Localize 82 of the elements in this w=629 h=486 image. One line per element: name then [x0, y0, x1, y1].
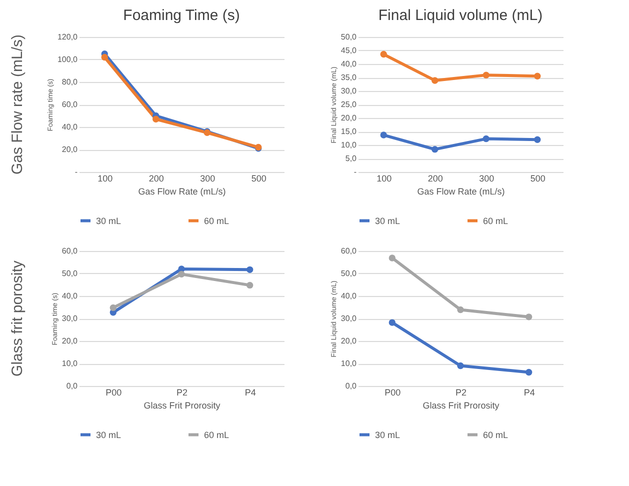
x-tick-label: P2	[455, 388, 467, 398]
y-tick-label: 35,0	[340, 73, 358, 82]
point	[534, 72, 541, 80]
point	[246, 266, 254, 274]
y-tick-label: 30,0	[340, 314, 358, 323]
y-tick-label: 100,0	[57, 55, 78, 64]
legend-label: 60 mL	[204, 430, 230, 440]
chart-title: Final Liquid volume (mL)	[378, 7, 543, 24]
point	[525, 314, 532, 320]
y-tick-label: 20,0	[340, 336, 358, 346]
y-tick-label: 20,0	[62, 336, 78, 346]
legend-label: 30 mL	[96, 216, 122, 226]
x-tick-label: 100	[376, 174, 392, 184]
y-tick-label: -	[354, 168, 357, 176]
x-tick-label: P2	[176, 388, 188, 398]
x-tick-label: 500	[251, 174, 266, 184]
point	[525, 368, 532, 376]
y-tick-label: 40,0	[62, 122, 78, 132]
y-tick-label: 40,0	[340, 60, 358, 68]
y-tick-label: 50,0	[62, 269, 78, 278]
x-tick-label: P00	[384, 388, 401, 398]
point	[110, 304, 117, 312]
x-tick-label: 500	[530, 174, 546, 184]
y-tick-label: 80,0	[62, 78, 78, 86]
point	[432, 77, 438, 84]
y-tick-label: 30,0	[340, 86, 358, 96]
y-tick-label: 5,0	[345, 154, 358, 163]
point	[388, 254, 396, 262]
x-axis-title: Gas Flow Rate (mL/s)	[138, 186, 226, 196]
text: Glass frit porosity	[9, 260, 26, 376]
legend-label: 30 mL	[96, 430, 122, 440]
text: Gas Flow rate (mL/s)	[9, 34, 26, 175]
point	[457, 306, 464, 314]
legend-label: 60 mL	[204, 216, 230, 226]
y-tick-label: 15,0	[340, 127, 358, 136]
x-axis-title: Glass Frit Prorosity	[422, 400, 500, 410]
x-tick-label: 300	[479, 174, 494, 184]
x-tick-label: P4	[244, 388, 256, 398]
y-tick-label: 40,0	[62, 292, 78, 300]
y-tick-label: 60,0	[62, 100, 78, 109]
y-tick-label: 40,0	[340, 292, 358, 300]
y-tick-label: 10,0	[62, 359, 78, 368]
point	[178, 270, 185, 278]
y-tick-label: 10,0	[340, 140, 358, 150]
x-tick-label: 200	[428, 174, 443, 184]
point	[101, 54, 108, 61]
point	[432, 146, 438, 153]
y-tick-label: 120,0	[57, 32, 78, 42]
point	[534, 136, 541, 143]
point	[482, 72, 490, 78]
x-tick-label: 200	[148, 174, 164, 184]
point	[457, 362, 464, 370]
x-axis-title: Glass Frit Prorosity	[144, 400, 221, 410]
x-tick-label: 100	[98, 174, 113, 184]
y-tick-label: 50,0	[340, 32, 358, 42]
point	[380, 50, 387, 58]
y-tick-label: 10,0	[340, 359, 358, 368]
y-tick-label: 50,0	[340, 269, 358, 278]
point	[482, 135, 490, 142]
y-tick-label: 30,0	[62, 314, 78, 323]
y-tick-label: -	[74, 168, 78, 176]
y-tick-label: 60,0	[340, 246, 358, 256]
legend-label: 30 mL	[375, 216, 400, 226]
x-tick-label: 300	[200, 174, 216, 184]
chart-title: Foaming Time (s)	[123, 7, 240, 24]
y-tick-label: 0,0	[66, 382, 78, 390]
y-tick-label: 25,0	[340, 100, 358, 109]
x-tick-label: P4	[524, 388, 535, 398]
legend-label: 30 mL	[375, 430, 400, 440]
y-tick-label: 20,0	[62, 145, 78, 154]
y-tick-label: 0,0	[345, 382, 358, 390]
legend-label: 60 mL	[483, 430, 508, 440]
x-axis-title: Gas Flow Rate (mL/s)	[417, 186, 505, 196]
point	[388, 319, 396, 326]
point	[246, 282, 254, 289]
y-tick-label: 60,0	[62, 246, 78, 256]
point	[380, 132, 387, 138]
point	[152, 116, 160, 122]
y-tick-label: 45,0	[340, 46, 358, 55]
x-tick-label: P00	[106, 388, 122, 398]
y-tick-label: 20,0	[340, 114, 358, 122]
legend-label: 60 mL	[483, 216, 508, 226]
